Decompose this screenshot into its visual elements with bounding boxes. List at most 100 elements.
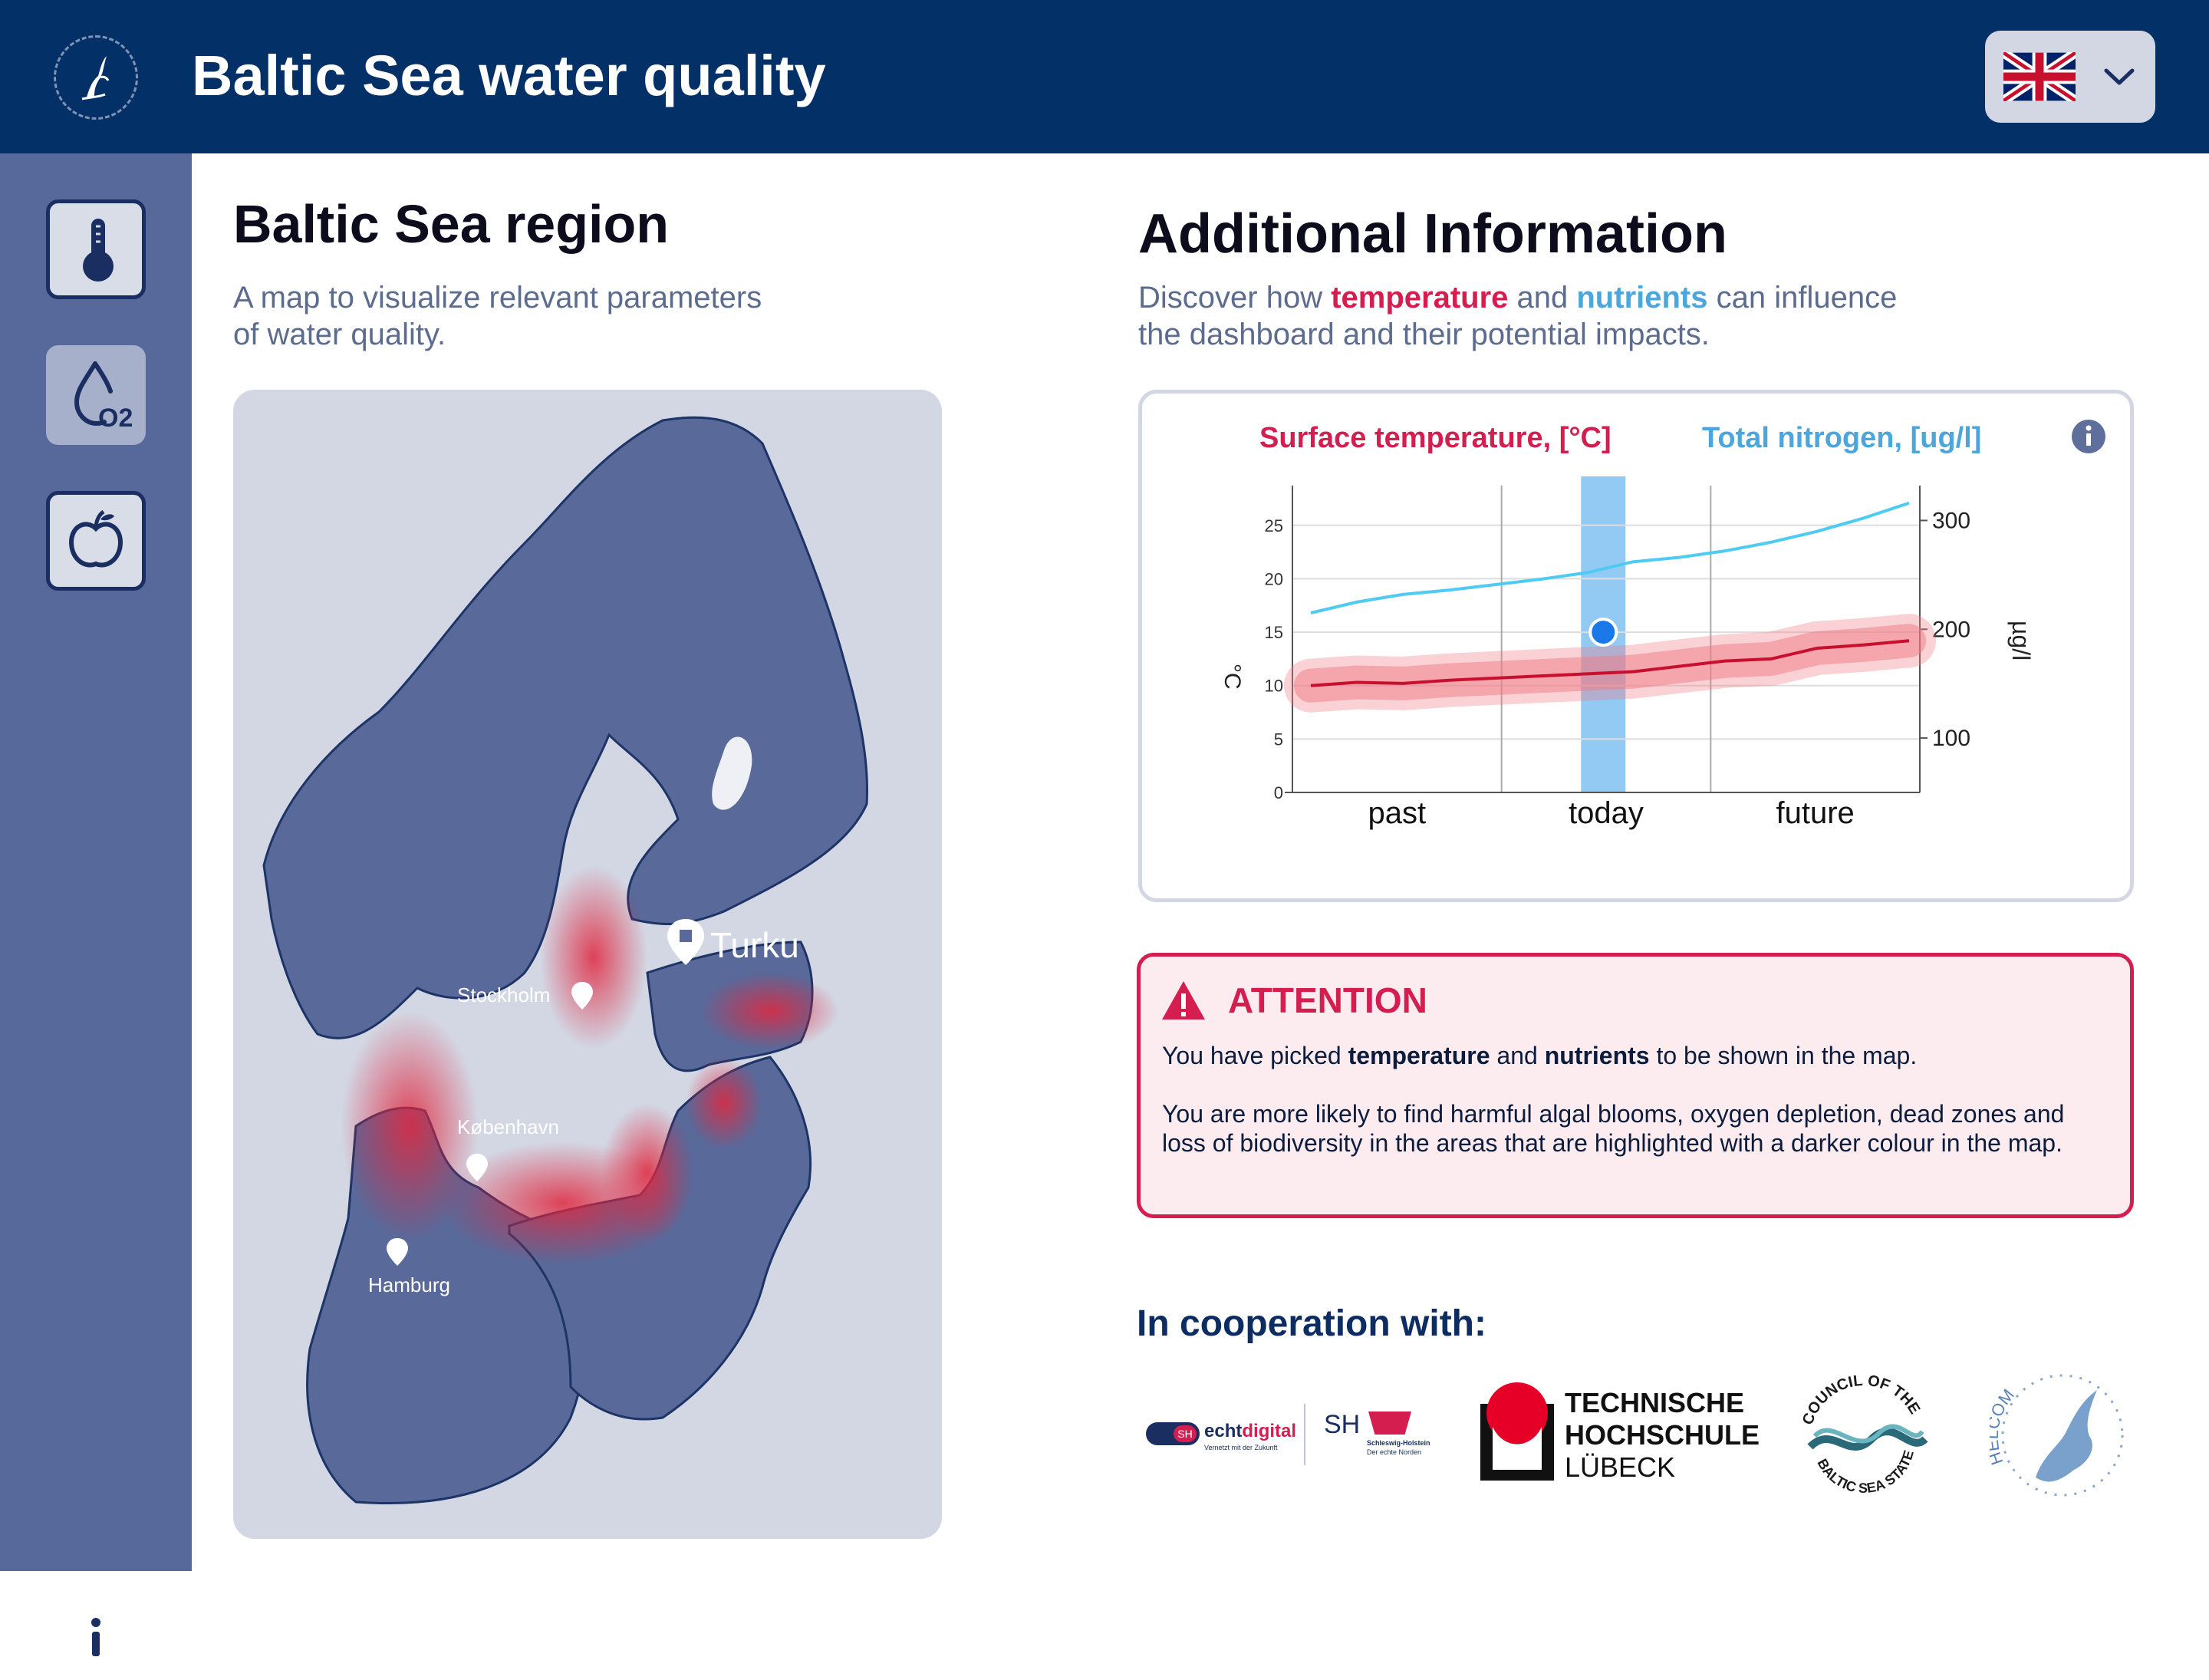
subtitle-nutrients-keyword: nutrients — [1576, 281, 1708, 315]
alert-keyword-temperature: temperature — [1348, 1042, 1490, 1069]
language-selector[interactable] — [1985, 31, 2155, 123]
legend-temperature: Surface temperature, [°C] — [1259, 422, 1611, 454]
y-tick-left: 10 — [1265, 677, 1283, 696]
echtdigital-tagline: Vernetzt mit der Zukunft — [1204, 1444, 1278, 1451]
helcom-text: HELCOM — [1983, 1385, 2018, 1468]
lake-ladoga — [712, 736, 752, 810]
alert-text: You have picked — [1162, 1042, 1348, 1069]
nutrients-button[interactable] — [46, 491, 146, 591]
pin-icon — [387, 1238, 408, 1266]
temperature-button[interactable] — [46, 199, 146, 299]
chevron-down-icon — [2104, 68, 2135, 85]
y-axis-left-label: °C — [1220, 664, 1245, 690]
echtdigital-echt: echt — [1204, 1421, 1243, 1441]
subtitle-temperature-keyword: temperature — [1331, 281, 1509, 315]
helcom-emblem-icon: HELCOM — [1983, 1374, 2124, 1497]
oxygen-button[interactable]: O2 — [46, 345, 146, 445]
echtdigital-badge: SH — [1146, 1422, 1200, 1445]
y-tick-left: 20 — [1265, 569, 1283, 588]
alert-paragraph-1: You have picked temperature and nutrient… — [1162, 1041, 2105, 1070]
additional-subtitle-line1: Discover how temperature and nutrients c… — [1138, 279, 1897, 316]
alert-text: and — [1490, 1042, 1545, 1069]
cbss-emblem-icon: COUNCIL OF THE BALTIC SEA STATES — [1783, 1350, 1928, 1496]
sh-tagline: Der echte Norden — [1367, 1448, 1422, 1456]
th-line2: HOCHSCHULE — [1565, 1419, 1760, 1451]
svg-text:O2: O2 — [98, 404, 133, 433]
city-label-kobenhavn: København — [457, 1115, 559, 1138]
info-icon — [91, 1618, 100, 1656]
city-label-hamburg: Hamburg — [368, 1273, 450, 1296]
y-tick-left: 15 — [1265, 623, 1283, 642]
th-luebeck-emblem-icon — [1480, 1382, 1554, 1481]
y-tick-left: 25 — [1265, 516, 1283, 535]
sidebar: O2 — [0, 153, 192, 1676]
y-tick-left: 5 — [1274, 730, 1283, 749]
subtitle-text: Discover how — [1138, 281, 1332, 315]
cbss-top-text: COUNCIL OF THE — [1799, 1372, 1923, 1427]
baltic-map[interactable]: Turku Stockholm København Hamburg — [233, 390, 942, 1539]
scandinavia-land — [262, 416, 868, 1039]
sh-name: Schleswig-Holstein — [1367, 1439, 1430, 1447]
city-label-turku: Turku — [710, 925, 799, 965]
pin-icon — [571, 982, 593, 1010]
y-tick-right: 300 — [1932, 508, 1970, 533]
alert-keyword-nutrients: nutrients — [1544, 1042, 1650, 1069]
y-tick-right: 100 — [1932, 726, 1970, 751]
subtitle-text: and — [1508, 281, 1577, 315]
echtdigital-sh: SH — [1174, 1425, 1197, 1442]
echtdigital-wordmark: echtdigital — [1204, 1421, 1296, 1442]
nitrogen-line — [1310, 501, 1910, 614]
chart-card: Surface temperature, [°C] Total nitrogen… — [1138, 390, 2134, 902]
partner-logo-echtdigital-sh[interactable]: SH echtdigital Vernetzt mit der Zukunft … — [1146, 1396, 1437, 1481]
region-subtitle-line2: of water quality. — [233, 318, 446, 351]
divider — [1304, 1404, 1305, 1465]
sh-crest-icon — [1368, 1412, 1411, 1435]
city-label-stockholm: Stockholm — [457, 983, 550, 1006]
app-title: Baltic Sea water quality — [192, 44, 826, 107]
temperature-nitrogen-chart: Surface temperature, [°C] Total nitrogen… — [1220, 420, 2105, 830]
th-line1: TECHNISCHE — [1565, 1387, 1745, 1418]
pin-icon — [466, 1154, 488, 1181]
region-subtitle-line1: A map to visualize relevant parameters — [233, 281, 762, 315]
svg-text:COUNCIL OF THE: COUNCIL OF THE — [1799, 1372, 1923, 1427]
attention-alert: ATTENTION You have picked temperature an… — [1137, 953, 2134, 1218]
partner-logo-th-luebeck[interactable]: TECHNISCHE HOCHSCHULE LÜBECK — [1480, 1381, 1760, 1488]
x-tick-label: future — [1776, 796, 1855, 830]
pin-icon — [667, 919, 704, 965]
temperature-line — [1310, 639, 1910, 687]
subtitle-text: can influence — [1707, 281, 1898, 315]
region-subtitle: A map to visualize relevant parameters o… — [233, 279, 762, 353]
map-canvas: Turku Stockholm København Hamburg — [262, 416, 868, 1505]
info-button[interactable] — [58, 1599, 134, 1676]
alert-text: to be shown in the map. — [1649, 1042, 1918, 1069]
additional-title: Additional Information — [1138, 203, 1727, 265]
warning-icon — [1162, 981, 1205, 1020]
echtdigital-digital: digital — [1242, 1421, 1297, 1441]
alert-title: ATTENTION — [1228, 980, 1427, 1020]
app-header: Baltic Sea water quality — [0, 0, 2209, 153]
th-line3: LÜBECK — [1565, 1451, 1676, 1483]
y-tick-right: 200 — [1932, 617, 1970, 642]
uk-flag-icon — [2003, 52, 2076, 101]
sh-text: SH — [1324, 1410, 1361, 1439]
x-tick-label: past — [1368, 796, 1427, 830]
today-marker-point — [1588, 618, 1618, 647]
th-luebeck-wordmark: TECHNISCHE HOCHSCHULE LÜBECK — [1565, 1387, 1760, 1484]
baltic-logo-icon — [54, 35, 138, 120]
chart-info-icon[interactable] — [2072, 420, 2105, 453]
partner-logo-helcom[interactable]: HELCOM — [1983, 1362, 2135, 1508]
alert-paragraph-2: You are more likely to find harmful alga… — [1162, 1100, 2065, 1157]
coop-title: In cooperation with: — [1137, 1303, 1486, 1344]
oxygen-drop-icon: O2 — [74, 361, 133, 433]
y-axis-right-label: µg/l — [2007, 621, 2035, 660]
svg-text:HELCOM: HELCOM — [1990, 1385, 2018, 1468]
partner-logo-cbss[interactable]: COUNCIL OF THE BALTIC SEA STATES — [1783, 1350, 1941, 1516]
x-tick-label: today — [1569, 796, 1644, 830]
additional-subtitle: Discover how temperature and nutrients c… — [1138, 279, 1897, 353]
region-title: Baltic Sea region — [233, 194, 669, 254]
apple-icon — [68, 509, 123, 568]
thermometer-icon — [83, 219, 114, 282]
additional-subtitle-line2: the dashboard and their potential impact… — [1138, 318, 1710, 351]
legend-nitrogen: Total nitrogen, [ug/l] — [1702, 422, 1981, 454]
y-tick-left: 0 — [1274, 783, 1283, 802]
